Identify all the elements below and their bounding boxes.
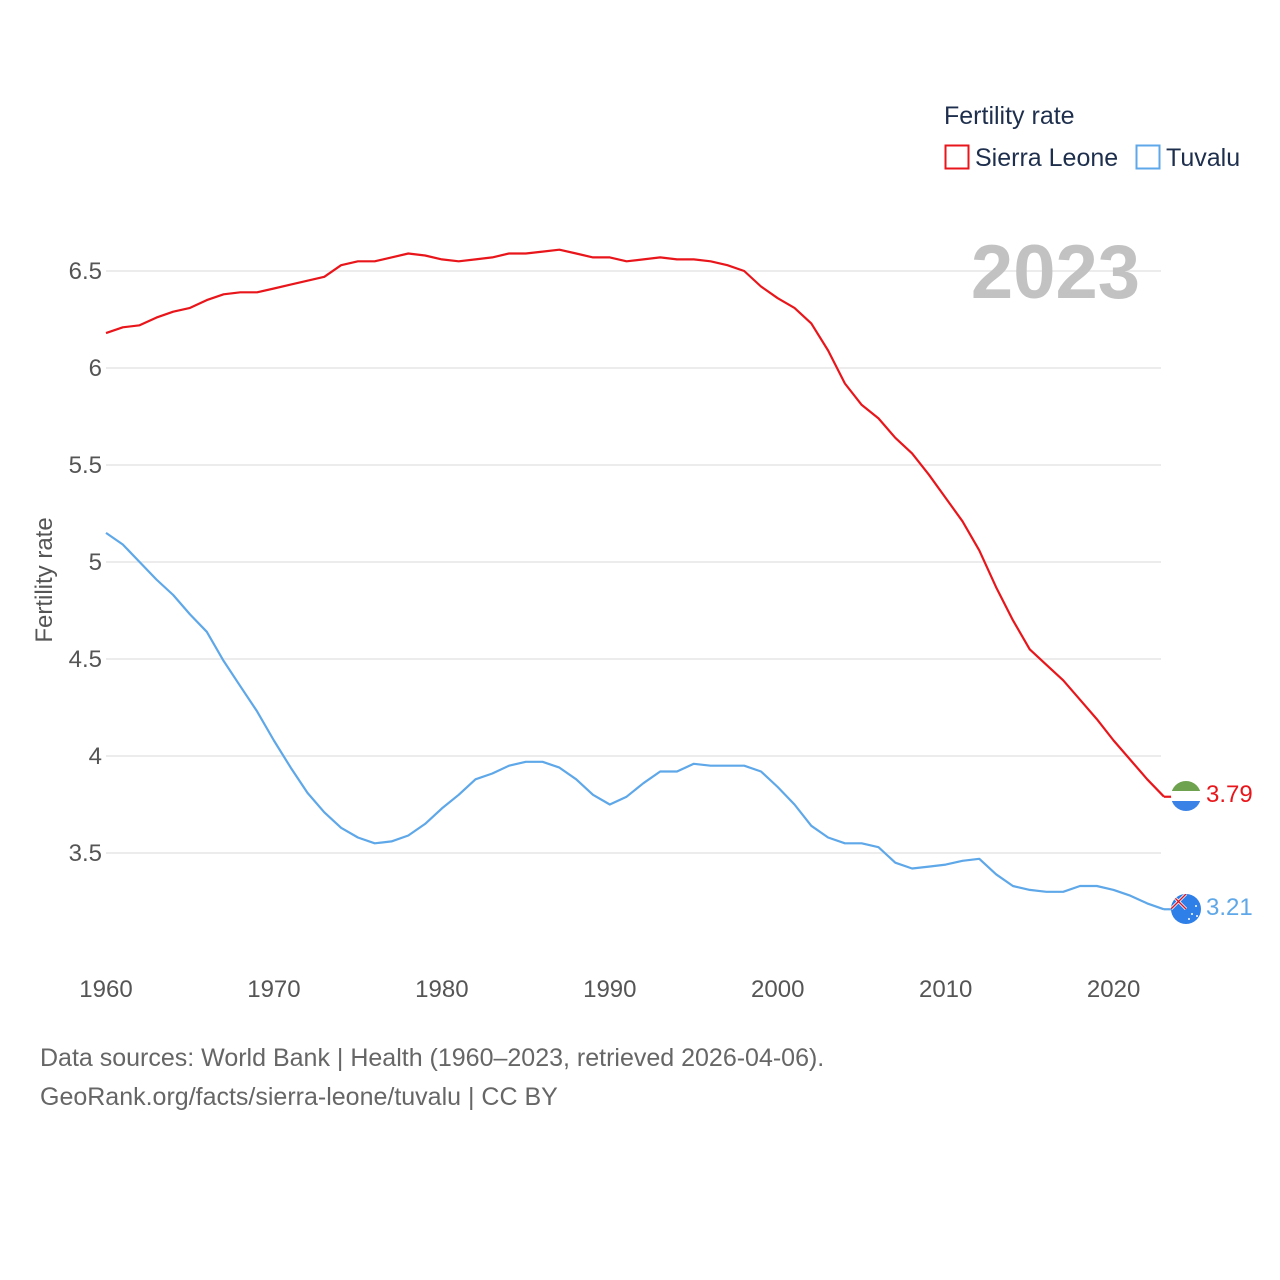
- y-tick-label: 5.5: [69, 452, 102, 479]
- x-tick-label: 2000: [751, 976, 804, 1003]
- footer-sources: Data sources: World Bank | Health (1960–…: [40, 1044, 825, 1072]
- y-axis-label: Fertility rate: [31, 517, 58, 642]
- legend-title: Fertility rate: [944, 102, 1075, 130]
- end-value-tuvalu: 3.21: [1206, 894, 1253, 921]
- legend-label-tuvalu: Tuvalu: [1166, 144, 1240, 172]
- grid-lines: [106, 270, 1161, 854]
- x-tick-label: 1980: [415, 976, 468, 1003]
- x-tick-label: 1990: [583, 976, 636, 1003]
- x-tick-label: 2010: [919, 976, 972, 1003]
- y-axis-ticks: 3.5 4 4.5 5 5.5 6 6.5: [69, 258, 102, 867]
- y-tick-label: 3.5: [69, 840, 102, 867]
- legend: Fertility rate Sierra Leone Tuvalu: [944, 102, 1240, 172]
- end-value-sierra-leone: 3.79: [1206, 781, 1253, 808]
- sierra-leone-flag-icon: [1171, 781, 1201, 811]
- y-tick-label: 5: [89, 549, 102, 576]
- y-tick-label: 4: [89, 743, 102, 770]
- tuvalu-flag-icon: [1171, 894, 1201, 924]
- y-tick-label: 4.5: [69, 646, 102, 673]
- y-tick-label: 6: [89, 355, 102, 382]
- legend-item-tuvalu[interactable]: Tuvalu: [1135, 144, 1241, 172]
- legend-swatch-sierra-leone: [944, 144, 970, 170]
- x-axis-ticks: 1960 1970 1980 1990 2000 2010 2020: [79, 976, 1140, 1003]
- legend-item-sierra-leone[interactable]: Sierra Leone: [944, 144, 1119, 172]
- x-tick-label: 1970: [247, 976, 300, 1003]
- x-tick-label: 1960: [79, 976, 132, 1003]
- legend-swatch-tuvalu: [1135, 144, 1161, 170]
- y-tick-label: 6.5: [69, 258, 102, 285]
- series-line-tuvalu[interactable]: [105, 531, 1165, 911]
- series-line-sierra-leone[interactable]: [105, 248, 1165, 798]
- legend-label-sierra-leone: Sierra Leone: [975, 144, 1118, 172]
- year-label: 2023: [971, 230, 1140, 315]
- x-tick-label: 2020: [1087, 976, 1140, 1003]
- series-lines: [105, 248, 1172, 911]
- footer-attribution[interactable]: GeoRank.org/facts/sierra-leone/tuvalu | …: [40, 1083, 558, 1111]
